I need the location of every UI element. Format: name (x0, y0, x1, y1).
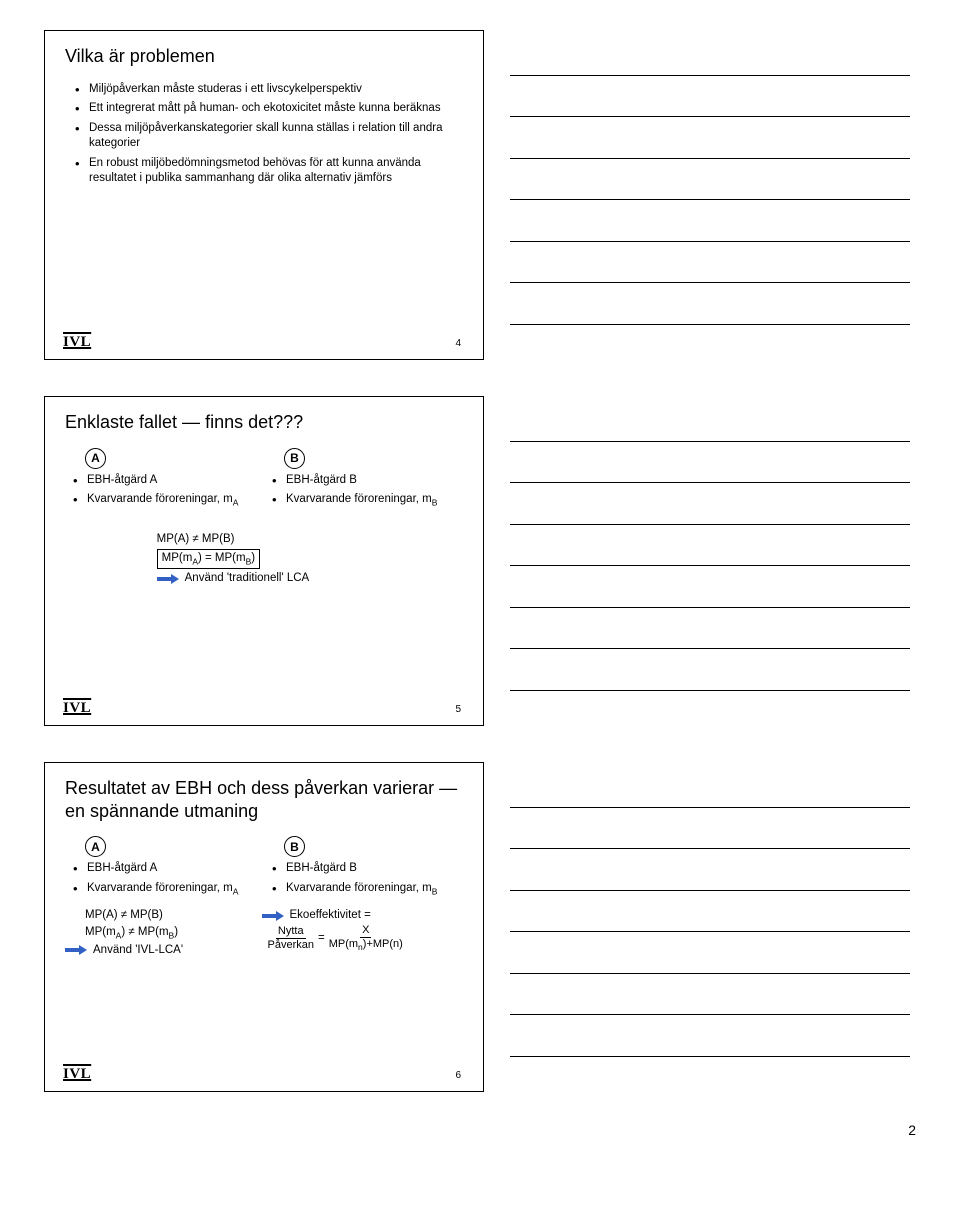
circle-a-icon: A (85, 448, 106, 469)
bullet-item: EBH-åtgärd B (284, 861, 463, 877)
note-line (510, 649, 910, 691)
equation-line: MP(A) ≠ MP(B) (85, 907, 252, 924)
note-line (510, 525, 910, 567)
note-line (510, 1015, 910, 1057)
note-line (510, 442, 910, 484)
note-line (510, 76, 910, 118)
circle-b-icon: B (284, 448, 305, 469)
bullet-list: Miljöpåverkan måste studeras i ett livsc… (65, 82, 463, 187)
notes-area (510, 762, 910, 1057)
slide-title: Enklaste fallet — finns det??? (65, 411, 463, 434)
bullet-item: EBH-åtgärd A (85, 861, 264, 877)
note-line (510, 34, 910, 76)
equation-line: MP(mA) ≠ MP(mB) (85, 924, 252, 942)
circle-a-icon: A (85, 836, 106, 857)
note-line (510, 400, 910, 442)
right-equations: Ekoeffektivitet = Nytta Påverkan = X MP(… (262, 907, 463, 958)
note-line (510, 974, 910, 1016)
ivl-logo: IVL (63, 1066, 91, 1083)
note-line (510, 766, 910, 808)
circle-b-icon: B (284, 836, 305, 857)
bullet-item: EBH-åtgärd A (85, 473, 264, 489)
note-line (510, 932, 910, 974)
page-footer-number: 2 (908, 1122, 916, 1138)
conclusion-line: Använd 'traditionell' LCA (157, 570, 392, 587)
note-line (510, 566, 910, 608)
arrow-right-icon (65, 945, 87, 955)
note-line (510, 483, 910, 525)
eco-label: Ekoeffektivitet = (262, 907, 463, 924)
slide-page-number: 6 (455, 1070, 461, 1081)
ivl-logo: IVL (63, 334, 91, 351)
note-line (510, 200, 910, 242)
arrow-right-icon (262, 911, 284, 921)
note-line (510, 283, 910, 325)
notes-area (510, 30, 910, 325)
note-line (510, 849, 910, 891)
conclusion-line: Använd 'IVL-LCA' (65, 942, 252, 959)
bullet-item: EBH-åtgärd B (284, 473, 463, 489)
bullet-item: En robust miljöbedömningsmetod behövas f… (87, 156, 463, 187)
bullet-item: Kvarvarande föroreningar, mA (85, 881, 264, 898)
fraction-equation: Nytta Påverkan = X MP(mn)+MP(n) (268, 924, 463, 953)
slide-page-number: 4 (455, 338, 461, 349)
slide-page-number: 5 (455, 704, 461, 715)
column-a: A EBH-åtgärd A Kvarvarande föroreningar,… (65, 448, 264, 513)
bullet-item: Dessa miljöpåverkanskategorier skall kun… (87, 121, 463, 152)
equation-box: MP(A) ≠ MP(B) MP(mA) = MP(mB) Använd 'tr… (137, 531, 392, 588)
slide-4: Vilka är problemen Miljöpåverkan måste s… (44, 30, 484, 360)
bullet-item: Ett integrerat mått på human- och ekotox… (87, 101, 463, 117)
note-line (510, 242, 910, 284)
slide-5: Enklaste fallet — finns det??? A EBH-åtg… (44, 396, 484, 726)
column-b: B EBH-åtgärd B Kvarvarande föroreningar,… (264, 836, 463, 901)
column-b: B EBH-åtgärd B Kvarvarande föroreningar,… (264, 448, 463, 513)
slide-6: Resultatet av EBH och dess påverkan vari… (44, 762, 484, 1092)
slide-title: Vilka är problemen (65, 45, 463, 68)
boxed-equation: MP(mA) = MP(mB) (157, 549, 260, 569)
ivl-logo: IVL (63, 700, 91, 717)
note-line (510, 608, 910, 650)
bullet-item: Miljöpåverkan måste studeras i ett livsc… (87, 82, 463, 98)
column-a: A EBH-åtgärd A Kvarvarande föroreningar,… (65, 836, 264, 901)
bullet-item: Kvarvarande föroreningar, mA (85, 492, 264, 509)
note-line (510, 808, 910, 850)
left-equations: MP(A) ≠ MP(B) MP(mA) ≠ MP(mB) Använd 'IV… (65, 907, 252, 958)
arrow-right-icon (157, 574, 179, 584)
notes-area (510, 396, 910, 691)
note-line (510, 117, 910, 159)
note-line (510, 159, 910, 201)
bullet-item: Kvarvarande föroreningar, mB (284, 492, 463, 509)
note-line (510, 891, 910, 933)
slide-title: Resultatet av EBH och dess påverkan vari… (65, 777, 463, 822)
bullet-item: Kvarvarande föroreningar, mB (284, 881, 463, 898)
equation-line: MP(A) ≠ MP(B) (157, 531, 392, 548)
